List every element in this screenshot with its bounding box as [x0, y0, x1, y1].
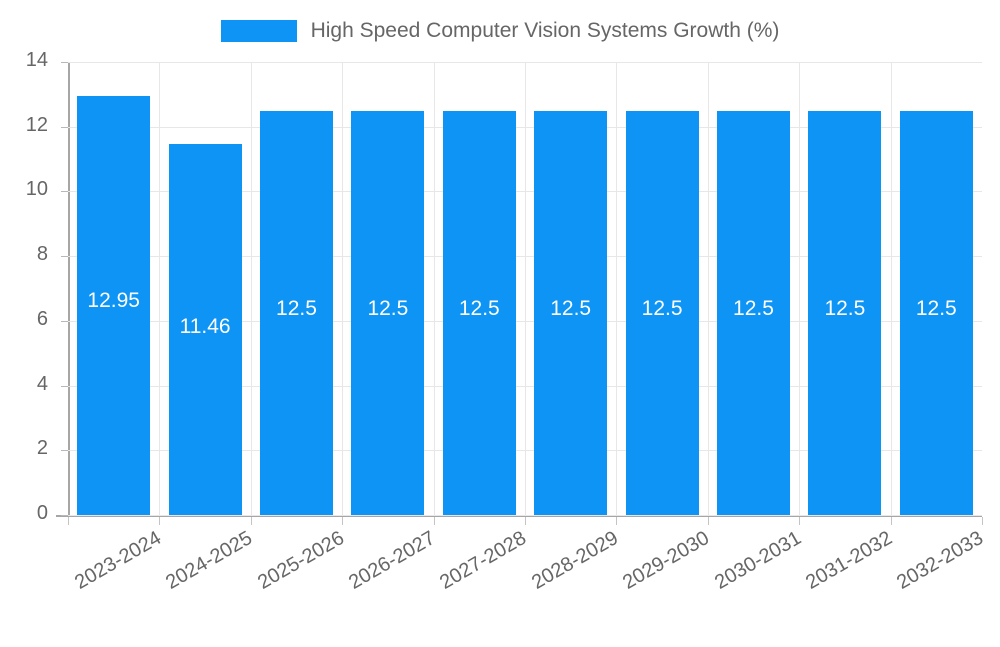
x-axis-tick-mark	[250, 517, 252, 525]
y-axis-tick-mark	[61, 62, 68, 63]
chart-legend: High Speed Computer Vision Systems Growt…	[0, 14, 1000, 48]
y-axis-tick-label: 8	[36, 243, 48, 266]
y-axis-tick-mark	[61, 126, 68, 128]
x-gridline	[616, 62, 618, 515]
y-axis-tick-label: 10	[25, 178, 48, 201]
bar[interactable]	[168, 144, 242, 515]
y-axis-tick-label: 14	[25, 49, 48, 71]
x-axis-tick-mark	[159, 517, 161, 525]
x-gridline	[707, 62, 709, 515]
y-gridline	[68, 515, 982, 516]
y-axis-tick-mark	[61, 256, 68, 258]
x-gridline	[890, 62, 892, 515]
bar[interactable]	[259, 110, 334, 515]
legend-label: High Speed Computer Vision Systems Growt…	[310, 19, 780, 42]
y-axis-tick-mark	[61, 191, 68, 193]
x-axis-tick-mark	[616, 517, 618, 525]
x-axis-tick-mark	[799, 517, 801, 525]
bar[interactable]	[716, 110, 791, 515]
x-gridline	[525, 62, 526, 515]
x-gridline	[342, 62, 344, 515]
x-gridline	[799, 62, 801, 515]
y-axis-tick-label: 4	[36, 372, 48, 395]
bar-chart: High Speed Computer Vision Systems Growt…	[0, 14, 1000, 594]
x-axis-tick-mark	[68, 517, 69, 525]
y-axis-tick-label: 0	[36, 502, 48, 524]
legend-entry[interactable]: High Speed Computer Vision Systems Growt…	[220, 19, 780, 42]
legend-color-swatch	[220, 20, 297, 42]
bar[interactable]	[351, 110, 425, 515]
x-axis-tick-mark	[342, 517, 344, 525]
x-gridline	[250, 62, 252, 515]
bar[interactable]	[534, 110, 608, 515]
x-axis-tick-mark	[707, 517, 709, 525]
x-axis-tick-mark	[433, 517, 435, 525]
y-axis-tick-label: 6	[36, 307, 48, 330]
bar[interactable]	[442, 110, 516, 515]
plot-area: 12.95 11.46 12.5 12.5 12.5 12.5 12.5 12.5 12.5 12…	[68, 62, 982, 516]
x-gridline	[159, 62, 161, 515]
x-axis-tick-mark	[525, 517, 526, 525]
bar[interactable]	[899, 110, 973, 515]
bar[interactable]	[808, 110, 882, 515]
x-gridline	[433, 62, 435, 515]
y-axis-tick-mark	[61, 515, 68, 516]
x-axis-tick-mark	[890, 517, 892, 525]
y-axis-tick-mark	[61, 450, 68, 452]
bar[interactable]	[625, 110, 699, 515]
y-axis-tick-mark	[61, 385, 68, 387]
y-axis-tick-label: 12	[25, 113, 48, 136]
y-axis-tick-mark	[61, 320, 68, 322]
x-axis-tick-mark	[982, 517, 983, 525]
x-axis-line	[56, 515, 982, 517]
bar[interactable]	[77, 95, 151, 515]
y-axis-tick-label: 2	[36, 437, 48, 460]
y-axis-line	[68, 62, 70, 517]
